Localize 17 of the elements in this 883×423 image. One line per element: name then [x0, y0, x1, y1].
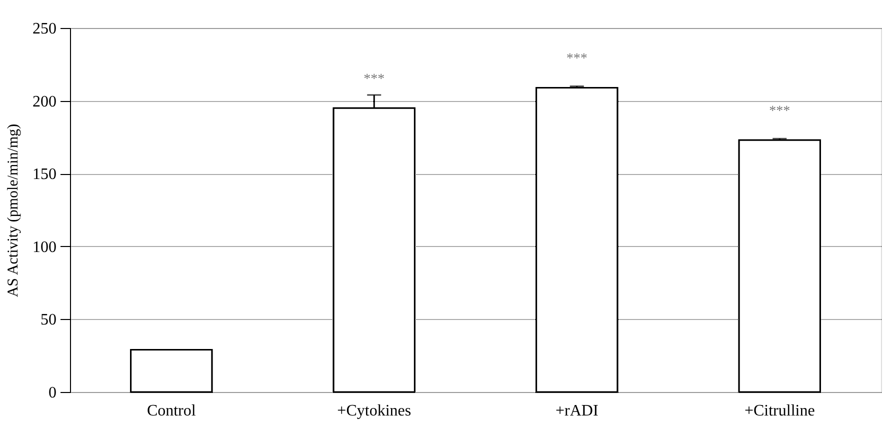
y-tick-label: 100: [32, 238, 56, 256]
annotation: ***: [566, 52, 588, 67]
y-tick-label: 250: [32, 20, 56, 38]
y-tick-label: 200: [32, 93, 56, 110]
y-tick-label: 50: [40, 312, 56, 329]
bar: [536, 86, 618, 393]
x-tick-label: +Cytokines: [337, 402, 412, 420]
y-tick-label: 150: [32, 166, 56, 184]
x-tick-label: +rADI: [555, 402, 598, 420]
y-tick-label: 0: [48, 384, 56, 402]
x-tick-label: +Citrulline: [744, 402, 815, 420]
annotation: ***: [769, 104, 790, 120]
bar: [738, 139, 821, 393]
x-tick-label: Control: [146, 402, 196, 420]
annotation: ***: [364, 72, 385, 88]
y-axis-title: AS Activity (pmole/min/mg): [6, 124, 22, 298]
bar: [130, 349, 213, 393]
